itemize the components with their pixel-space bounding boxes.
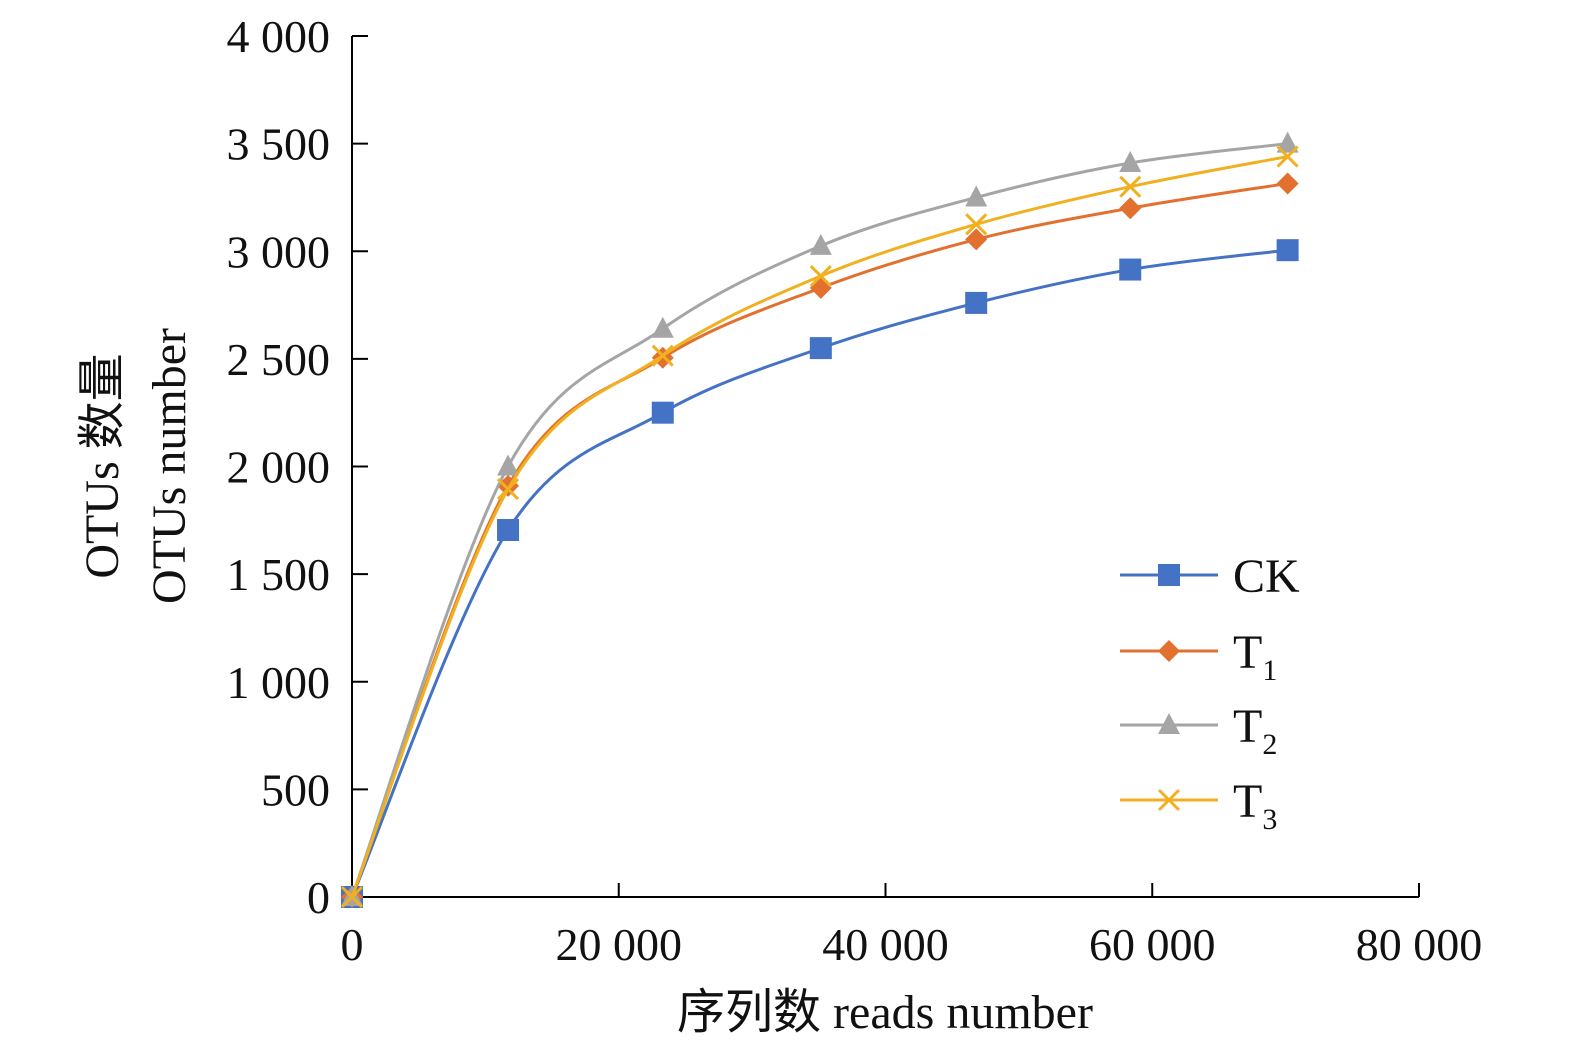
y-tick-label: 3 500 [227, 119, 331, 170]
data-point-t2 [965, 185, 988, 207]
legend-label-subscript: 1 [1262, 654, 1277, 687]
data-point-ck [497, 518, 520, 541]
data-point-t3 [340, 885, 364, 909]
legend-item-t1: T1 [1120, 626, 1277, 687]
y-tick-label: 500 [261, 764, 330, 815]
data-point-t2 [497, 454, 520, 476]
series-t3 [340, 145, 1299, 909]
x-tick-label: 0 [341, 919, 364, 970]
legend-marker [1157, 788, 1181, 812]
data-point-ck [965, 291, 988, 314]
data-point-t3 [965, 213, 988, 236]
legend: CK T1 T2 T3 [1120, 550, 1300, 836]
legend-item-t2: T2 [1120, 700, 1277, 761]
x-tick-label: 20 000 [556, 919, 683, 970]
data-point-t2 [1276, 131, 1299, 153]
legend-marker [1158, 640, 1180, 662]
axes: 0 500 1 000 1 500 2 000 2 500 3 000 3 500 4 000 0… [227, 11, 1483, 970]
y-tick-label: 1 500 [227, 549, 331, 600]
x-tick-label: 80 000 [1356, 919, 1483, 970]
y-axis-title-line1: OTUs 数量 [76, 353, 129, 578]
y-tick-label: 2 500 [227, 334, 331, 385]
y-tick-label: 3 000 [227, 226, 331, 277]
y-tick-label: 1 000 [227, 657, 331, 708]
legend-marker [1158, 713, 1180, 734]
legend-marker [1158, 564, 1180, 586]
data-point-t2 [651, 316, 674, 338]
legend-label: CK [1233, 550, 1300, 603]
data-point-t3 [1119, 175, 1142, 198]
data-point-t2 [809, 233, 832, 255]
data-point-t3 [496, 478, 520, 501]
x-axis-title: 序列数 reads number [677, 986, 1093, 1039]
data-point-t1 [1276, 172, 1299, 195]
legend-label: T3 [1233, 775, 1277, 836]
data-point-ck [809, 337, 832, 360]
data-point-t3 [651, 344, 674, 367]
data-point-ck [1119, 258, 1142, 281]
x-tick-label: 60 000 [1089, 919, 1216, 970]
y-axis-title-line2: OTUs number [143, 328, 196, 604]
legend-label: T2 [1233, 700, 1277, 761]
y-tick-label: 0 [307, 872, 330, 923]
x-tick-label: 40 000 [822, 919, 949, 970]
legend-label-subscript: 3 [1262, 803, 1277, 836]
series-line-t2 [350, 142, 1288, 898]
series-line-t3 [350, 155, 1288, 898]
data-point-ck [651, 401, 674, 424]
y-tick-label: 4 000 [227, 11, 331, 62]
data-point-t1 [1119, 197, 1142, 220]
series-t2 [341, 131, 1299, 906]
data-point-ck [1276, 239, 1299, 262]
data-point-t3 [1276, 145, 1299, 168]
series-group [340, 131, 1299, 909]
data-point-t2 [1119, 150, 1142, 172]
data-point-t3 [809, 264, 832, 288]
data-point-t1 [965, 228, 988, 251]
legend-item-ck: CK [1120, 550, 1300, 603]
data-point-t1 [497, 474, 520, 497]
legend-label: T1 [1233, 626, 1277, 687]
legend-item-t3: T3 [1120, 775, 1277, 836]
y-tick-label: 2 000 [227, 442, 331, 493]
series-t1 [341, 172, 1299, 908]
legend-label-subscript: 2 [1262, 728, 1277, 761]
